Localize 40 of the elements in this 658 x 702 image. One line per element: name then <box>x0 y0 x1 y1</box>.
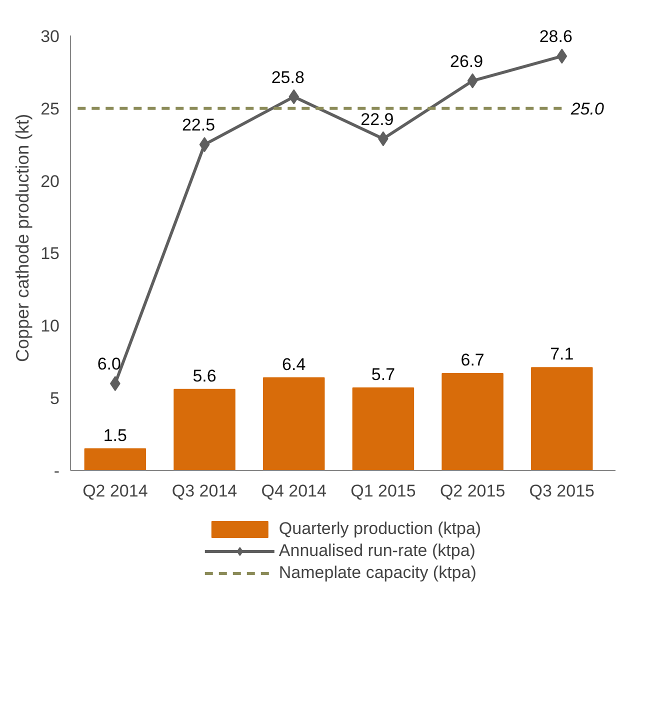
y-tick-label: 10 <box>40 316 60 336</box>
y-tick-label: 5 <box>50 389 60 408</box>
point <box>288 89 300 104</box>
bar <box>531 367 593 470</box>
data-label: 6.4 <box>282 354 306 374</box>
x-tick-label: Q1 2015 <box>350 482 416 500</box>
point <box>467 73 478 88</box>
y-tick-label: 20 <box>40 172 60 191</box>
bar <box>262 377 325 470</box>
y-axis-title: Copper cathode production (kt) <box>12 114 33 362</box>
data-label: 25.8 <box>271 68 304 87</box>
data-label: 5.7 <box>371 364 396 384</box>
x-tick-label: Q2 2014 <box>82 482 148 500</box>
y-tick-label: 15 <box>40 244 60 264</box>
x-tick-label: Q2 2015 <box>440 482 506 500</box>
data-label: 22.9 <box>360 110 394 129</box>
bar <box>84 448 146 470</box>
y-tick-label: 25 <box>40 99 60 118</box>
data-label: 1.5 <box>103 426 127 445</box>
x-tick-label: Q3 2015 <box>529 482 595 500</box>
legend-label: Quarterly production (ktpa) <box>278 518 482 538</box>
point <box>556 48 568 64</box>
data-label: 6.7 <box>460 350 484 370</box>
x-tick-label: Q3 2014 <box>172 482 238 500</box>
bar <box>174 388 236 470</box>
point <box>199 137 210 152</box>
bar <box>352 387 414 470</box>
data-label: 7.1 <box>550 344 574 364</box>
data-label: 28.6 <box>539 27 572 46</box>
y-tick-label: - <box>54 462 60 480</box>
bar <box>442 372 504 470</box>
data-label: 26.9 <box>450 52 484 71</box>
annotation: 25.0 <box>570 99 604 118</box>
legend-label: Nameplate capacity (ktpa) <box>278 562 476 582</box>
data-label: 6.0 <box>97 354 121 374</box>
data-label: 22.5 <box>182 116 216 135</box>
x-tick-label: Q4 2014 <box>261 482 326 500</box>
legend-label: Annualised run-rate (ktpa) <box>278 540 476 560</box>
y-tick-label: 30 <box>40 26 60 46</box>
data-label: 5.6 <box>192 366 216 386</box>
